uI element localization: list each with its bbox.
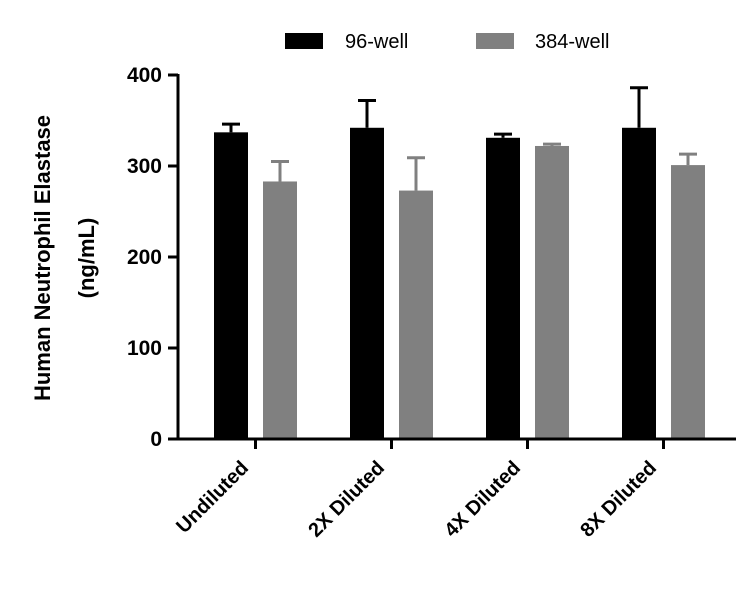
plot-area: 0 100 200 300 400 Undiluted 2X Diluted 4X Dilut… xyxy=(127,64,736,542)
legend-swatch-96-well xyxy=(285,33,323,49)
legend-label-384-well: 384-well xyxy=(535,31,609,53)
bar-96-well xyxy=(622,127,656,439)
y-tick-label: 100 xyxy=(127,337,162,360)
y-tick-label: 300 xyxy=(127,155,162,178)
y-axis-title-line-2: (ng/mL) xyxy=(74,218,99,299)
y-axis-title-line-1: Human Neutrophil Elastase xyxy=(30,115,55,401)
y-tick-label: 0 xyxy=(150,428,162,451)
y-tick-label: 200 xyxy=(127,246,162,269)
legend-swatch-384-well xyxy=(476,33,514,49)
bar-96-well xyxy=(486,137,520,440)
bar-384-well xyxy=(535,145,569,440)
x-tick-label: 4X Diluted xyxy=(440,457,525,542)
y-axis-title: Human Neutrophil Elastase (ng/mL) xyxy=(30,115,99,401)
bar-384-well xyxy=(399,190,433,439)
legend-label-96-well: 96-well xyxy=(345,31,408,53)
x-tick-label: 2X Diluted xyxy=(304,457,389,542)
x-tick-label: 8X Diluted xyxy=(576,457,661,542)
bar-384-well xyxy=(671,165,705,439)
x-tick-label: Undiluted xyxy=(172,457,253,538)
legend: 96-well 384-well xyxy=(285,31,609,53)
y-tick-label: 400 xyxy=(127,64,162,87)
bar-96-well xyxy=(214,132,248,439)
bar-96-well xyxy=(350,127,384,439)
bar-384-well xyxy=(263,181,297,439)
